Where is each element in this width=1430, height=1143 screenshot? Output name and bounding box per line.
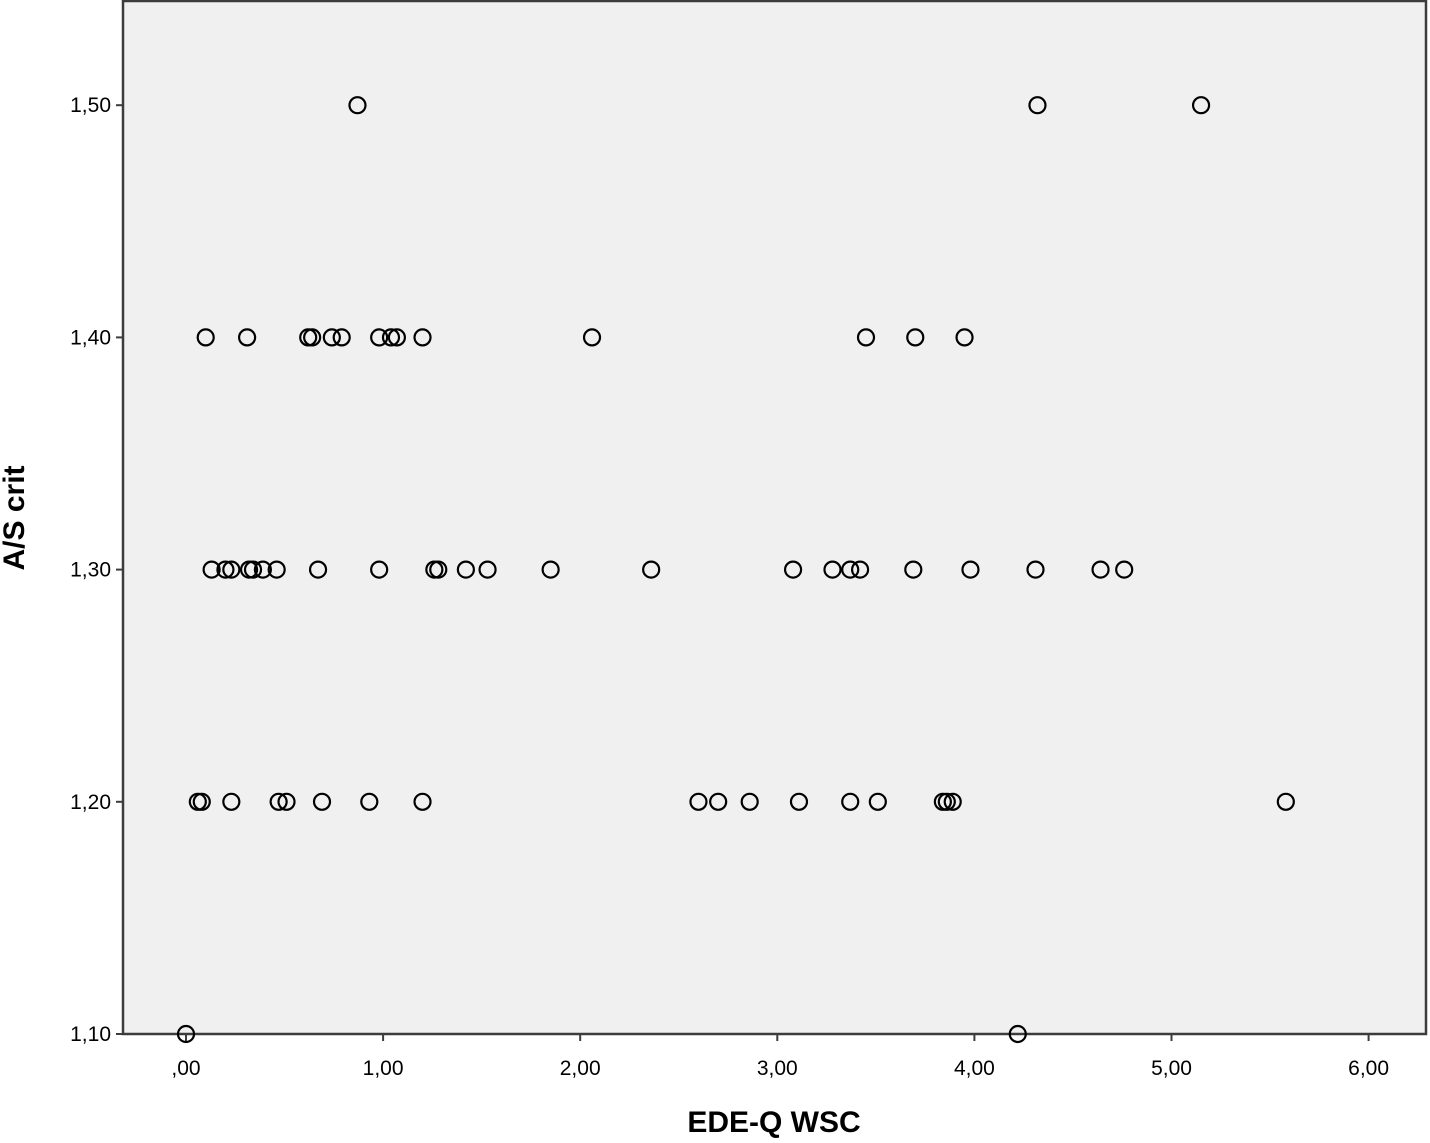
y-tick-label: 1,40: [70, 326, 111, 349]
y-tick-label: 1,30: [70, 559, 111, 582]
data-point: [196, 328, 215, 347]
data-point: [269, 792, 288, 811]
data-point: [943, 792, 962, 811]
x-tick-label: 2,00: [560, 1057, 601, 1080]
data-point: [238, 328, 257, 347]
data-point: [841, 560, 860, 579]
data-point: [332, 328, 351, 347]
y-axis-title: A/S crit: [0, 465, 31, 570]
x-tick-label: 1,00: [363, 1057, 404, 1080]
data-point: [955, 328, 974, 347]
data-point: [387, 328, 406, 347]
data-point: [243, 560, 263, 579]
data-point: [176, 1024, 196, 1044]
data-point: [906, 328, 925, 347]
data-point: [789, 792, 809, 811]
data-point: [429, 560, 448, 579]
data-point: [413, 328, 432, 347]
x-tick-label: 6,00: [1348, 1057, 1389, 1080]
data-point: [541, 560, 560, 579]
data-point: [783, 560, 803, 579]
data-point: [709, 792, 728, 811]
data-point: [308, 560, 328, 579]
data-point: [1191, 96, 1211, 115]
data-point: [868, 792, 887, 811]
data-point: [904, 560, 923, 579]
data-point: [370, 560, 389, 579]
data-point: [222, 792, 241, 811]
data-point: [413, 792, 432, 811]
data-point: [478, 560, 497, 579]
data-point: [192, 792, 211, 811]
data-point: [202, 560, 221, 579]
y-tick-label: 1,20: [70, 791, 111, 814]
plot-area: [121, 0, 1428, 1036]
x-axis-title: EDE-Q WSC: [687, 1106, 860, 1138]
data-points: [176, 96, 1295, 1044]
y-tick-label: 1,50: [70, 94, 111, 117]
data-point: [841, 792, 860, 811]
data-point: [222, 560, 241, 579]
data-point: [322, 328, 341, 347]
data-point: [1115, 560, 1134, 579]
x-axis: ,00 1,00 2,00 3,00 4,00 5,00 6,00: [171, 1034, 1389, 1080]
data-point: [642, 560, 661, 579]
data-point: [216, 560, 235, 579]
data-point: [1091, 560, 1110, 579]
data-point: [456, 560, 475, 579]
x-tick-label: 4,00: [954, 1057, 995, 1080]
data-point: [1276, 792, 1295, 811]
data-point: [1026, 560, 1045, 579]
y-tick-label: 1,10: [70, 1023, 111, 1046]
data-point: [582, 328, 602, 347]
data-point: [856, 328, 876, 347]
data-point: [348, 96, 367, 115]
data-point: [370, 328, 389, 347]
data-point: [303, 328, 322, 347]
data-point: [381, 328, 401, 347]
data-point: [740, 792, 759, 811]
x-tick-label: 3,00: [757, 1057, 798, 1080]
data-point: [277, 792, 296, 811]
data-point: [267, 560, 286, 579]
x-tick-label: 5,00: [1151, 1057, 1192, 1080]
data-point: [253, 560, 272, 579]
data-point: [937, 792, 956, 811]
data-point: [1028, 96, 1047, 115]
data-point: [850, 560, 870, 579]
data-point: [1008, 1024, 1027, 1044]
data-point: [823, 560, 842, 579]
data-point: [689, 792, 708, 811]
data-point: [312, 792, 332, 811]
data-point: [360, 792, 379, 811]
data-point: [961, 560, 980, 579]
x-tick-label: ,00: [171, 1057, 200, 1080]
y-axis: 1,10 1,20 1,30 1,40 1,50: [70, 94, 123, 1046]
